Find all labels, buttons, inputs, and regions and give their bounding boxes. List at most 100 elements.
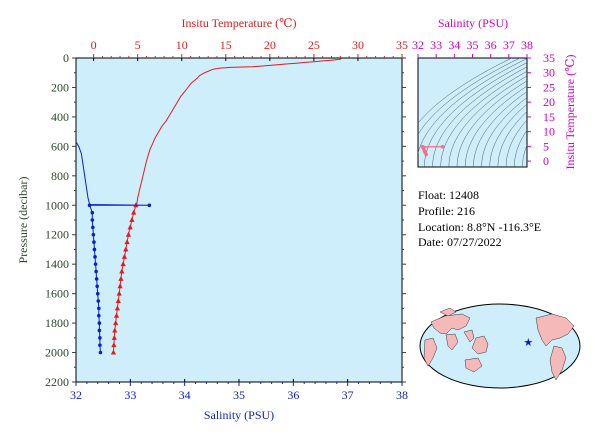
ts-point — [420, 144, 425, 149]
salinity-marker — [97, 306, 101, 311]
ts-salinity-ticks: 32 33 34 35 36 37 38 — [412, 38, 533, 58]
temp-tick-label: 0 — [91, 38, 97, 52]
ts-point — [440, 144, 445, 149]
ts-sal-tick-label: 36 — [485, 38, 497, 52]
temperature-markers — [110, 202, 139, 355]
ts-temp-tick-label: 20 — [543, 95, 555, 109]
sal-tick-label: 37 — [342, 388, 354, 402]
ts-sal-tick-label: 35 — [467, 38, 479, 52]
pressure-tick-label: 1400 — [45, 257, 69, 271]
salinity-marker — [98, 343, 102, 347]
isopycnal-line — [481, 97, 527, 167]
isopycnal-line — [440, 70, 527, 167]
temperature-marker — [117, 283, 123, 289]
salinity-marker — [98, 350, 103, 355]
isopycnal-line — [473, 91, 527, 167]
profile-plot-area — [75, 57, 403, 383]
float-location: Location: 8.8°N -116.3°E — [418, 220, 542, 234]
ts-temp-tick-label: 35 — [543, 51, 555, 65]
pressure-axis-title: Pressure (decibar) — [16, 177, 30, 264]
isopycnal-line — [418, 58, 521, 135]
temp-tick-label: 30 — [352, 38, 364, 52]
temperature-axis-ticks: 0 5 10 15 20 25 30 35 — [91, 38, 408, 61]
ts-temperature-title: Insitu Temperature (℃) — [563, 55, 577, 170]
temperature-marker — [118, 275, 124, 281]
isopycnal-line — [418, 58, 527, 155]
isopycnal-line — [418, 58, 513, 124]
salinity-marker — [92, 247, 97, 252]
temperature-marker — [111, 334, 117, 340]
salinity-marker — [93, 255, 97, 259]
temperature-marker — [116, 290, 122, 296]
salinity-axis-ticks: 32 33 34 35 36 37 38 — [70, 379, 408, 402]
salinity-markers — [87, 203, 152, 355]
isopycnal-line — [522, 144, 527, 167]
isopycnal-line — [514, 129, 527, 167]
salinity-marker — [90, 210, 95, 215]
pressure-tick-label: 600 — [51, 139, 69, 153]
sal-tick-label: 35 — [233, 388, 245, 402]
pressure-tick-label: 1800 — [45, 316, 69, 330]
ts-salinity-title: Salinity (PSU) — [438, 16, 508, 30]
sal-tick-label: 38 — [396, 388, 408, 402]
pressure-tick-label: 400 — [51, 110, 69, 124]
ts-temp-tick-label: 25 — [543, 80, 555, 94]
profile-chart: 0 5 10 15 20 25 30 35 32 33 34 35 36 37 38 0 200 400 600… — [16, 16, 408, 422]
ts-temp-tick-label: 0 — [543, 154, 549, 168]
isopycnal-line — [456, 80, 527, 167]
sal-tick-label: 36 — [287, 388, 299, 402]
isopycnal-line — [464, 85, 527, 167]
salinity-marker — [147, 203, 152, 208]
temp-tick-label: 5 — [135, 38, 141, 52]
salinity-marker — [98, 336, 102, 340]
sal-tick-label: 33 — [124, 388, 136, 402]
salinity-marker — [95, 284, 99, 289]
isopycnal-line — [448, 75, 527, 167]
salinity-marker — [94, 269, 98, 274]
temp-tick-label: 35 — [396, 38, 408, 52]
temperature-marker — [114, 305, 121, 311]
temperature-marker — [131, 209, 137, 215]
world-map: ★ — [419, 303, 581, 389]
temperature-marker — [115, 298, 121, 303]
temperature-marker — [129, 217, 135, 222]
temperature-marker — [121, 253, 128, 259]
isopycnal-line — [497, 111, 527, 167]
ts-temp-tick-label: 10 — [543, 125, 555, 139]
salinity-axis-title: Salinity (PSU) — [204, 408, 274, 422]
temperature-marker — [111, 342, 117, 348]
salinity-marker — [94, 277, 99, 281]
temperature-marker — [123, 246, 129, 252]
isopycnal-line — [505, 119, 527, 167]
ts-data-points — [420, 144, 445, 157]
temp-tick-label: 20 — [264, 38, 276, 52]
ts-sal-tick-label: 34 — [448, 38, 460, 52]
map-land — [423, 307, 575, 381]
temp-tick-label: 15 — [220, 38, 232, 52]
salinity-marker — [90, 218, 95, 222]
ts-sal-tick-label: 32 — [412, 38, 424, 52]
salinity-marker — [93, 262, 98, 266]
ts-plot-area — [417, 57, 528, 168]
salinity-marker — [95, 291, 100, 296]
ts-sal-tick-label: 38 — [521, 38, 533, 52]
salinity-marker — [87, 203, 92, 208]
salinity-marker — [91, 225, 95, 230]
pressure-tick-label: 800 — [51, 169, 69, 183]
temperature-marker — [113, 320, 119, 326]
pressure-tick-label: 2000 — [45, 346, 69, 360]
salinity-marker — [97, 328, 102, 333]
ts-temp-tick-label: 30 — [543, 66, 555, 80]
ts-sal-tick-label: 33 — [430, 38, 442, 52]
ts-temp-tick-label: 15 — [543, 110, 555, 124]
pressure-tick-label: 1200 — [45, 228, 69, 242]
temperature-marker — [120, 261, 126, 267]
temperature-marker — [124, 239, 130, 245]
isopycnal-line — [432, 66, 527, 167]
temperature-marker — [112, 327, 118, 333]
float-id: Float: 12408 — [418, 188, 480, 202]
temperature-marker — [113, 312, 120, 318]
temperature-marker — [110, 349, 117, 355]
